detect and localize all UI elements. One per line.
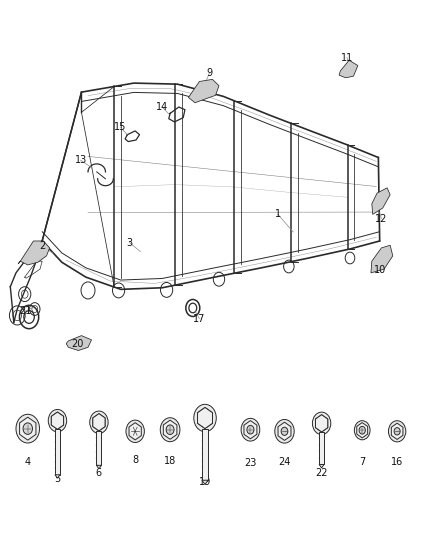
Polygon shape — [244, 421, 257, 439]
Text: 21: 21 — [19, 306, 32, 316]
Text: 4: 4 — [25, 457, 31, 466]
Text: 10: 10 — [374, 265, 386, 275]
Polygon shape — [202, 480, 208, 484]
Polygon shape — [129, 423, 141, 440]
Polygon shape — [18, 241, 49, 265]
Text: 24: 24 — [278, 457, 291, 467]
Text: 12: 12 — [375, 214, 388, 224]
Circle shape — [241, 418, 260, 441]
Polygon shape — [278, 422, 291, 440]
Polygon shape — [96, 465, 102, 469]
Polygon shape — [339, 60, 358, 78]
Polygon shape — [319, 432, 324, 464]
Circle shape — [247, 425, 254, 434]
Circle shape — [160, 418, 180, 442]
Circle shape — [389, 421, 406, 442]
Circle shape — [48, 409, 67, 432]
Polygon shape — [198, 408, 212, 429]
Text: 23: 23 — [244, 458, 257, 468]
Text: 6: 6 — [96, 468, 102, 478]
Text: 14: 14 — [156, 102, 168, 112]
Polygon shape — [391, 423, 403, 439]
Polygon shape — [20, 417, 36, 440]
Circle shape — [90, 411, 108, 433]
Text: 9: 9 — [206, 68, 212, 78]
Text: 20: 20 — [71, 339, 83, 349]
Text: 11: 11 — [341, 53, 353, 62]
Circle shape — [23, 423, 32, 434]
Text: 18: 18 — [164, 456, 176, 466]
Text: 3: 3 — [127, 238, 133, 247]
Polygon shape — [198, 408, 212, 429]
Circle shape — [312, 412, 331, 434]
Polygon shape — [51, 412, 64, 429]
Text: 2: 2 — [39, 241, 45, 251]
Text: 22: 22 — [315, 468, 328, 478]
Text: 16: 16 — [391, 457, 403, 466]
Polygon shape — [55, 475, 60, 478]
Polygon shape — [51, 412, 64, 429]
Text: 13: 13 — [74, 155, 87, 165]
Circle shape — [359, 426, 365, 434]
Polygon shape — [357, 423, 367, 438]
Polygon shape — [93, 414, 105, 431]
Circle shape — [275, 419, 294, 443]
Circle shape — [354, 421, 370, 440]
Text: 8: 8 — [132, 455, 138, 465]
Circle shape — [394, 427, 400, 435]
Polygon shape — [372, 188, 390, 214]
Text: 15: 15 — [114, 122, 127, 132]
Polygon shape — [315, 415, 328, 432]
Polygon shape — [202, 429, 208, 480]
Text: 17: 17 — [193, 313, 205, 324]
Polygon shape — [96, 431, 102, 465]
Circle shape — [126, 420, 145, 442]
Circle shape — [166, 425, 174, 434]
Polygon shape — [55, 429, 60, 475]
Circle shape — [194, 405, 216, 432]
Text: 19: 19 — [199, 477, 211, 487]
Circle shape — [281, 427, 288, 435]
Polygon shape — [66, 336, 92, 351]
Polygon shape — [315, 415, 328, 432]
Polygon shape — [319, 464, 324, 468]
Text: 1: 1 — [275, 209, 281, 220]
Circle shape — [16, 414, 39, 443]
Polygon shape — [188, 79, 219, 103]
Polygon shape — [163, 420, 177, 439]
Polygon shape — [371, 245, 393, 273]
Text: 5: 5 — [54, 474, 60, 484]
Text: 7: 7 — [359, 457, 365, 466]
Polygon shape — [93, 414, 105, 431]
